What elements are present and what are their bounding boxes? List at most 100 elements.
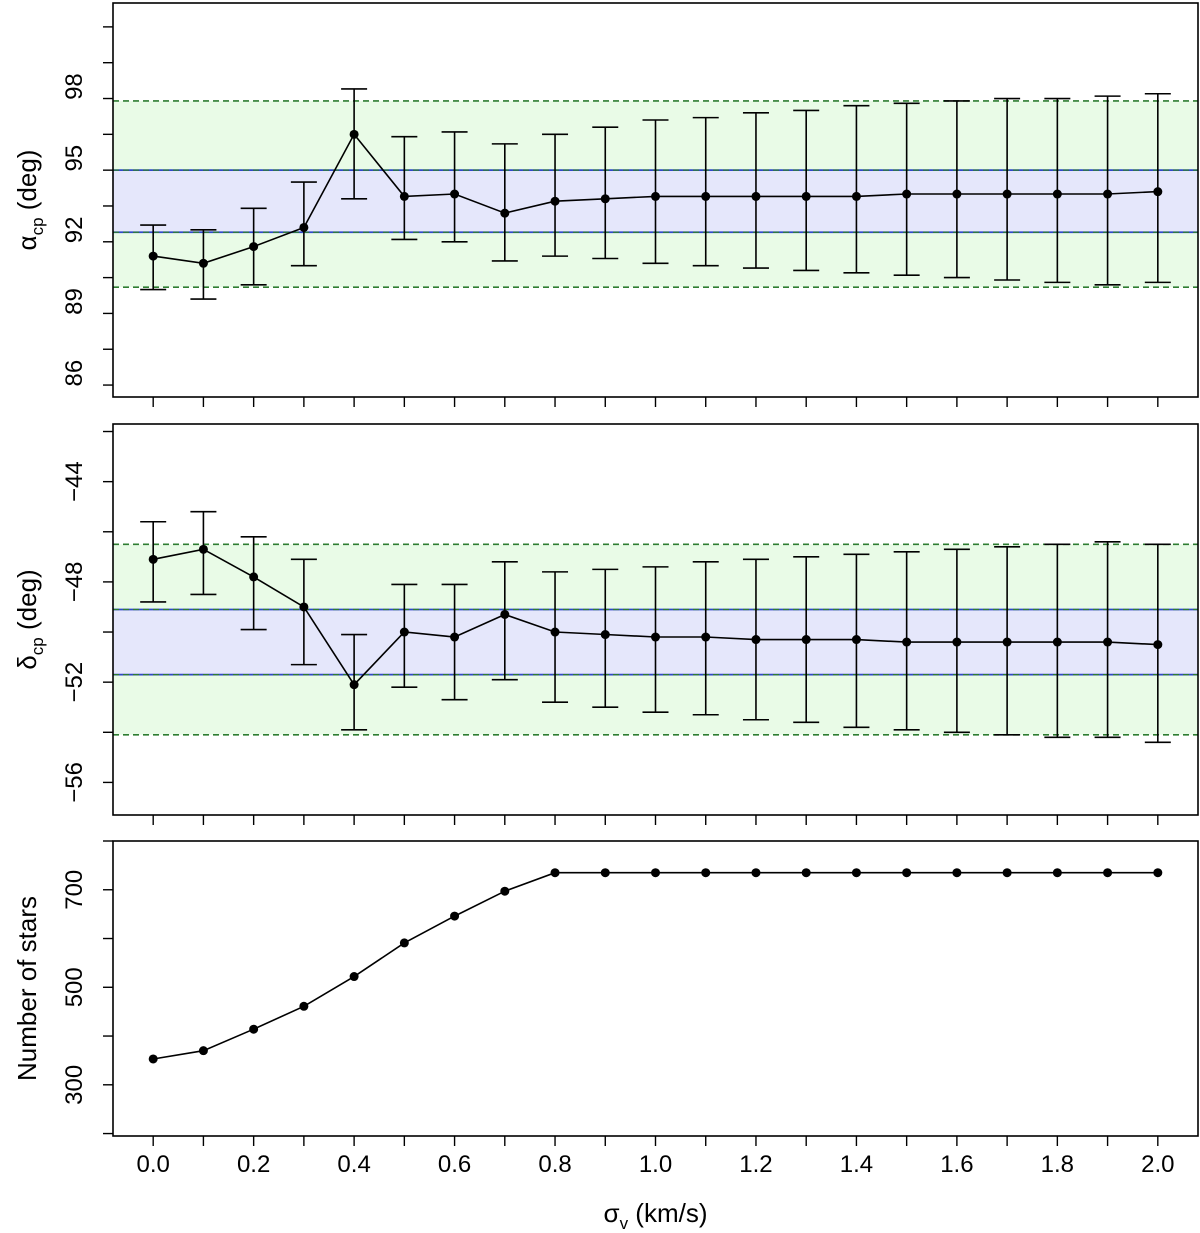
y-tick-label: 98 [61, 73, 88, 100]
data-point [751, 635, 761, 645]
y-tick-label: −44 [61, 461, 88, 502]
error-bar [994, 97, 1021, 281]
data-point [550, 196, 560, 206]
y-tick-label: 89 [61, 288, 88, 315]
data-point [902, 868, 912, 878]
data-point [902, 637, 912, 647]
x-tick-label: 1.0 [639, 1151, 672, 1178]
x-tick-label: 1.8 [1041, 1151, 1074, 1178]
data-point [701, 868, 711, 878]
data-point [550, 627, 560, 637]
data-point [198, 544, 208, 554]
data-point [952, 868, 962, 878]
data-point [1153, 868, 1163, 878]
data-point [550, 868, 560, 878]
y-tick-label: 92 [61, 216, 88, 243]
data-point [198, 258, 208, 268]
error-bar [491, 561, 518, 681]
error-bar [843, 104, 870, 274]
data-point [249, 572, 259, 582]
data-point [600, 868, 610, 878]
data-point [1052, 189, 1062, 199]
error-bar [542, 133, 569, 257]
data-point [450, 189, 460, 199]
error-bar [441, 583, 468, 701]
x-tick-label: 1.4 [840, 1151, 873, 1178]
data-point [1103, 868, 1113, 878]
y-tick-label: 700 [61, 870, 88, 910]
data-point [299, 222, 309, 232]
data-point [399, 938, 409, 948]
data-point [500, 609, 510, 619]
error-bar [391, 135, 418, 241]
data-point [851, 191, 861, 201]
data-point [1002, 189, 1012, 199]
data-point [751, 191, 761, 201]
y-tick-label: 86 [61, 360, 88, 387]
data-point [1103, 189, 1113, 199]
data-point [1052, 868, 1062, 878]
data-point [198, 1046, 208, 1056]
x-tick-label: 0.6 [438, 1151, 471, 1178]
y-tick-label: 500 [61, 967, 88, 1007]
data-point [399, 191, 409, 201]
y-axis-label: δcp (deg) [12, 569, 47, 669]
data-point [148, 1054, 158, 1064]
data-point [349, 680, 359, 690]
series-line [153, 871, 1158, 1060]
y-tick-label: 300 [61, 1065, 88, 1105]
data-point [249, 242, 259, 252]
data-point [600, 630, 610, 640]
data-point [1153, 640, 1163, 650]
data-point [651, 868, 660, 878]
data-point [1002, 637, 1012, 647]
error-bar [893, 102, 920, 277]
x-tick-label: 1.2 [739, 1151, 772, 1178]
panel-top: 86 89 92 95 98 αcp (deg) [12, 2, 1199, 407]
data-point [902, 189, 912, 199]
error-bar [341, 88, 368, 200]
y-tick-label: −52 [61, 662, 88, 703]
data-point [450, 632, 460, 642]
error-bar [542, 571, 569, 704]
data-point [349, 129, 359, 139]
data-point [651, 191, 660, 201]
data-point [1002, 868, 1012, 878]
data-point [299, 1001, 309, 1011]
data-point [701, 191, 711, 201]
y-tick-label: −48 [61, 562, 88, 603]
data-point [1103, 637, 1113, 647]
data-point [399, 627, 409, 637]
data-point [148, 251, 158, 261]
data-point [952, 637, 962, 647]
y-axis-label: Number of stars [12, 896, 42, 1081]
data-point [1052, 637, 1062, 647]
error-bar [491, 143, 518, 262]
error-bar [793, 109, 820, 272]
error-bar [592, 126, 619, 260]
x-tick-label: 0.8 [538, 1151, 571, 1178]
error-bar [441, 131, 468, 243]
data-point [801, 635, 811, 645]
data-point [952, 189, 962, 199]
y-axis-label: αcp (deg) [12, 150, 47, 251]
y-tick-label: 95 [61, 145, 88, 172]
error-bar [692, 116, 719, 267]
error-bar [742, 112, 769, 269]
data-point [701, 632, 711, 642]
error-bar [240, 535, 267, 631]
data-point [851, 868, 861, 878]
data-point [600, 194, 610, 204]
x-tick-label: 0.4 [337, 1151, 370, 1178]
data-point [1153, 187, 1163, 197]
panel-middle: −56 −52 −48 −44 δcp (deg) [12, 423, 1199, 825]
x-axis-label: σv (km/s) [604, 1198, 708, 1233]
error-bar [943, 100, 970, 279]
data-point [500, 208, 510, 218]
data-point [249, 1024, 259, 1034]
data-point [851, 635, 861, 645]
panel-bottom: 300 500 700 Number of stars 0.0 0.2 0.4 0.6 0.8 1… [12, 840, 1199, 1233]
data-point [349, 972, 359, 982]
data-point [148, 554, 158, 564]
